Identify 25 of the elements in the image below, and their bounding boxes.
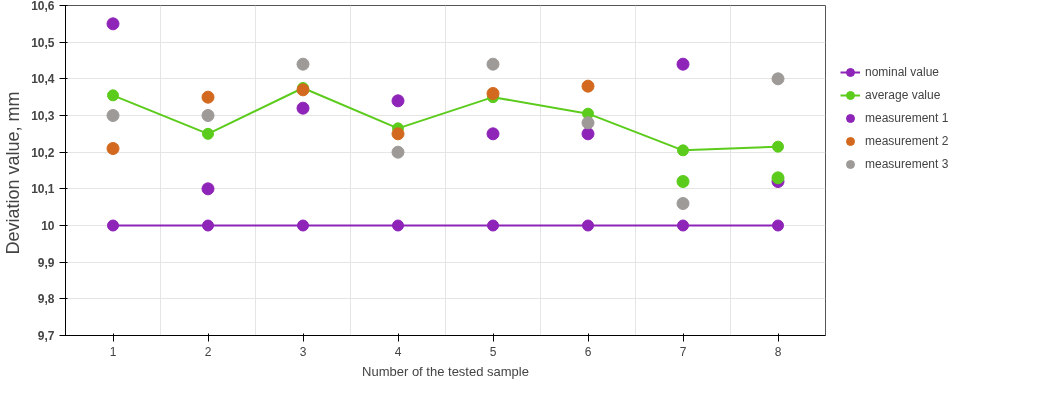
y-tick-label: 9,8 bbox=[37, 292, 55, 307]
x-tick-label: 6 bbox=[584, 344, 592, 359]
x-tick-label: 2 bbox=[204, 344, 212, 359]
y-axis-title: Deviation value, mm bbox=[3, 91, 24, 255]
x-tick-label: 4 bbox=[394, 344, 402, 359]
legend-label: measurement 2 bbox=[865, 134, 949, 148]
x-tick-label: 5 bbox=[489, 344, 497, 359]
y-tick-label: 10,3 bbox=[31, 109, 55, 123]
y-tick-label: 10,4 bbox=[31, 72, 55, 87]
x-tick-label: 3 bbox=[299, 344, 307, 359]
y-tick-label: 10,5 bbox=[31, 35, 55, 50]
legend-label: measurement 1 bbox=[865, 111, 949, 125]
legend-label: nominal value bbox=[865, 65, 940, 79]
y-tick-label: 9,9 bbox=[37, 255, 55, 270]
x-tick-label: 8 bbox=[774, 344, 782, 359]
y-tick-label: 10 bbox=[41, 219, 55, 233]
legend-label: average value bbox=[865, 88, 941, 102]
x-tick-label: 1 bbox=[109, 344, 117, 359]
y-tick-label: 9,7 bbox=[37, 329, 55, 343]
y-tick-label: 10,2 bbox=[31, 145, 55, 160]
x-tick-label: 7 bbox=[679, 344, 687, 359]
legend-label: measurement 3 bbox=[865, 157, 949, 171]
x-axis-title: Number of the tested sample bbox=[362, 363, 529, 379]
y-tick-label: 10,1 bbox=[31, 182, 55, 197]
y-tick-label: 10,6 bbox=[31, 0, 55, 13]
